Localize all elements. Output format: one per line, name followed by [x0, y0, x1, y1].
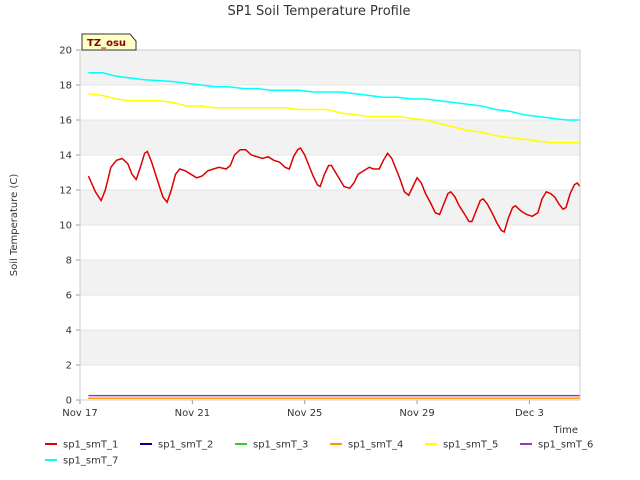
x-axis-ticks: Nov 17 Nov 21 Nov 25 Nov 29 Dec 3: [62, 400, 544, 419]
legend-label: sp1_smT_5: [443, 440, 498, 451]
series-layer: [87, 72, 580, 400]
x-tick-label: Dec 3: [515, 408, 544, 419]
legend-label: sp1_smT_2: [158, 440, 213, 451]
y-tick-label: 20: [59, 46, 72, 57]
y-tick-label: 12: [59, 186, 72, 197]
tz-annotation-label: TZ_osu: [87, 38, 126, 49]
y-tick-label: 14: [59, 151, 72, 162]
tz-annotation-box: [81, 33, 137, 51]
y-axis-ticks: 0 2 4 6 8 10 12 14 16 18 20: [59, 46, 80, 407]
y-tick-label: 8: [66, 256, 72, 267]
x-tick-label: Nov 21: [175, 408, 210, 419]
plot-background: [80, 49, 580, 401]
grid-band: [80, 330, 580, 365]
y-tick-label: 2: [66, 361, 72, 372]
grid-band: [80, 190, 580, 225]
legend-label: sp1_smT_6: [538, 440, 593, 451]
legend: sp1_smT_1 sp1_smT_2 sp1_smT_3 sp1_smT_4 sp1_…: [45, 440, 593, 467]
grid-band: [80, 260, 580, 295]
y-tick-label: 4: [66, 326, 72, 337]
legend-label: sp1_smT_4: [348, 440, 403, 451]
y-axis-label: Soil Temperature (C): [9, 174, 20, 277]
x-tick-label: Nov 25: [287, 408, 322, 419]
y-tick-label: 18: [59, 81, 72, 92]
y-tick-label: 6: [66, 291, 72, 302]
x-axis-label: Time: [553, 425, 578, 436]
series-line-sp1_smT_7: [88, 72, 580, 121]
series-line-sp1_smT_1: [87, 146, 580, 234]
tz-annotation: TZ_osu: [81, 33, 137, 51]
x-tick-label: Nov 29: [399, 408, 434, 419]
grid-band: [80, 120, 580, 155]
y-tick-label: 10: [59, 221, 72, 232]
legend-label: sp1_smT_7: [63, 456, 118, 467]
chart-title: SP1 Soil Temperature Profile: [228, 4, 411, 19]
legend-label: sp1_smT_3: [253, 440, 308, 451]
series-line-sp1_smT_5: [88, 93, 580, 144]
grid-band: [80, 50, 580, 85]
y-tick-label: 16: [59, 116, 72, 127]
legend-label: sp1_smT_1: [63, 440, 118, 451]
x-tick-label: Nov 17: [62, 408, 97, 419]
y-tick-label: 0: [66, 396, 72, 407]
plot-border: [79, 49, 581, 401]
